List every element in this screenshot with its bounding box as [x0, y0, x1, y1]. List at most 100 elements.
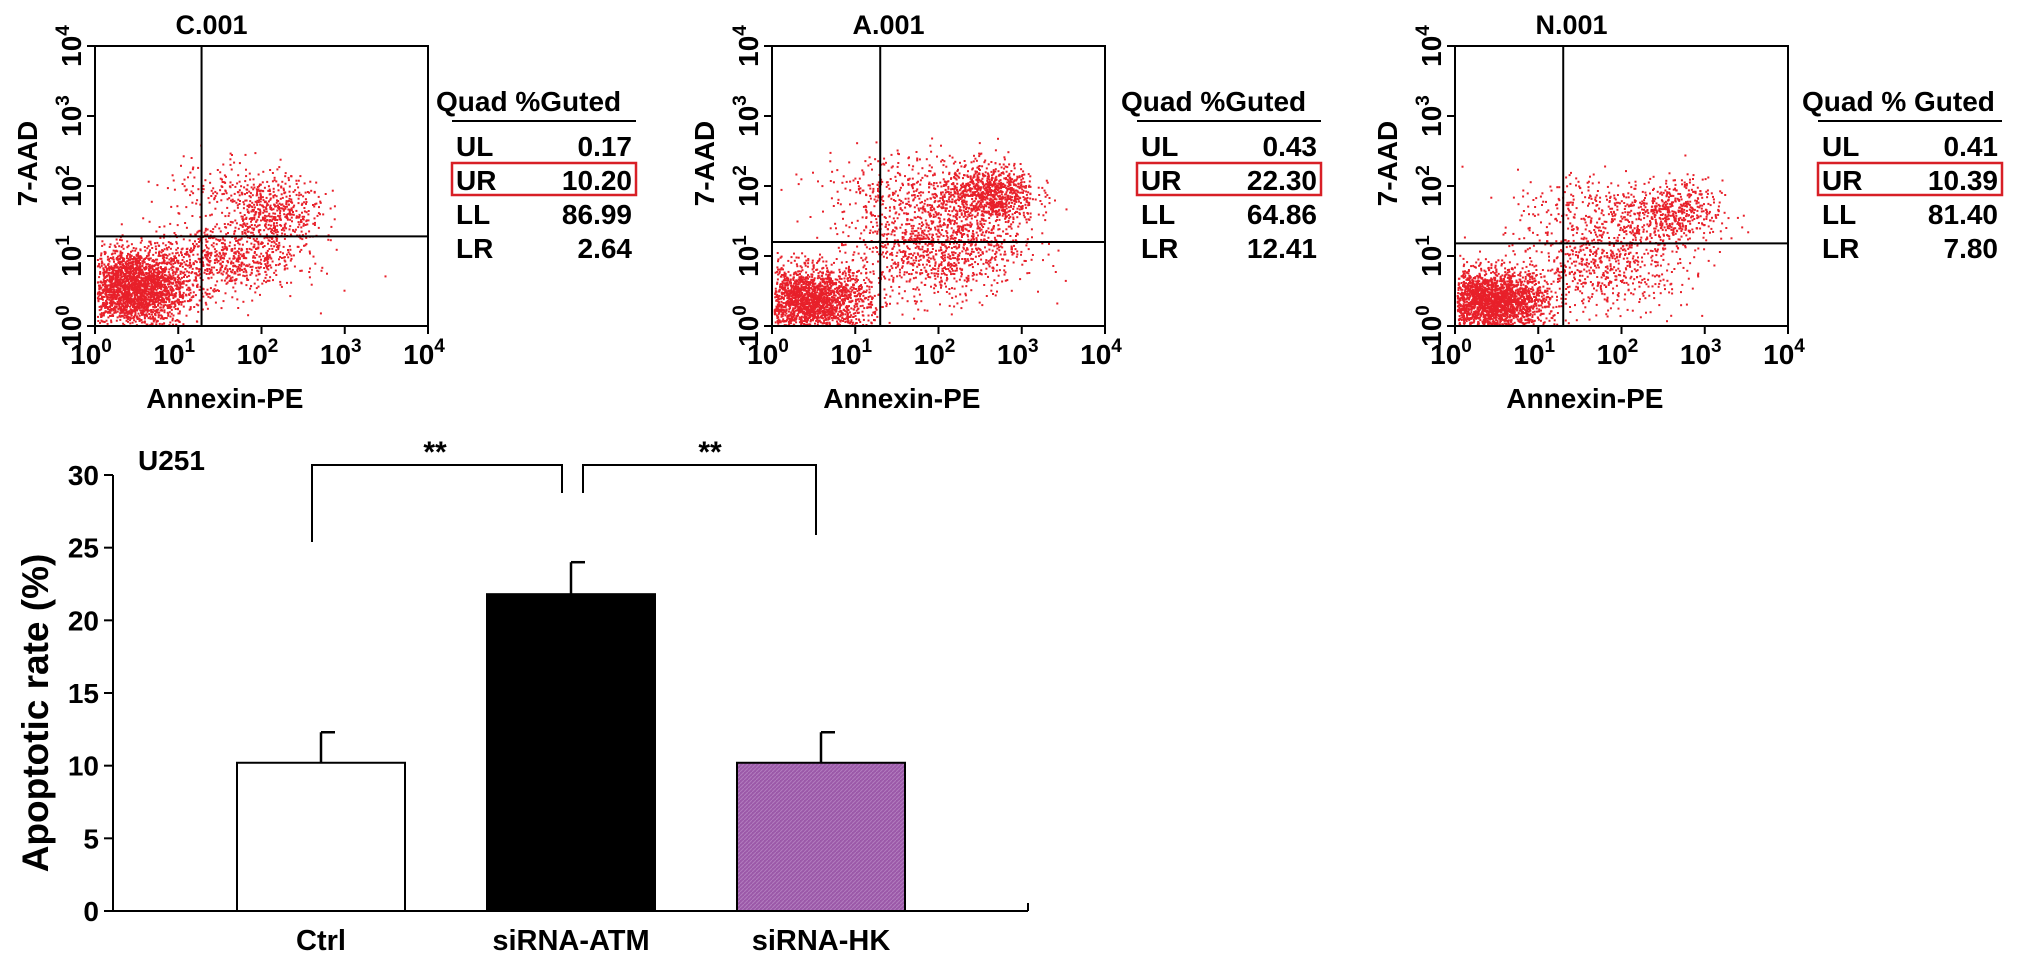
y-axis-label: 7-AAD — [12, 121, 43, 207]
flow-panel: N.001 100 101 102 103 104 100 101 102 103 104 Annex… — [1372, 10, 2004, 414]
category-label: siRNA-ATM — [492, 925, 649, 957]
gate-table-header: Quad % Guted — [1802, 86, 1995, 117]
gate-quad-label: LR — [456, 233, 493, 264]
x-tick-label: 104 — [1763, 336, 1805, 370]
y-tick-label: 5 — [83, 823, 99, 854]
gate-table: Quad %Guted UL 0.43 UR 22.30 LL 64.86 LR 12.41 — [1121, 86, 1323, 264]
panel-title: N.001 — [1536, 10, 1608, 40]
y-tick-label: 100 — [730, 305, 764, 347]
y-tick-label: 100 — [53, 305, 87, 347]
panel-title: A.001 — [853, 10, 925, 40]
gate-value: 10.20 — [562, 165, 632, 196]
gate-value: 10.39 — [1928, 165, 1998, 196]
x-tick-label: 102 — [1597, 336, 1639, 370]
bar-sirna-hk — [736, 761, 906, 913]
y-tick-label: 101 — [1413, 235, 1447, 277]
gate-value: 0.41 — [1944, 131, 1999, 162]
y-tick-label: 102 — [1413, 165, 1447, 207]
bar-ctrl — [236, 761, 406, 913]
y-axis-label: Apoptotic rate (%) — [15, 554, 56, 873]
category-label: Ctrl — [296, 925, 346, 957]
scatter-events — [96, 144, 387, 327]
gate-table: Quad %Guted UL 0.17 UR 10.20 LL 86.99 LR 2.64 — [436, 86, 638, 264]
x-axis-label: Annexin-PE — [1506, 383, 1663, 414]
gate-value: 0.17 — [578, 131, 633, 162]
significance-bracket — [582, 464, 817, 535]
gate-value: 0.43 — [1263, 131, 1318, 162]
gate-value: 81.40 — [1928, 199, 1998, 230]
flow-cytometry-panels: C.001 100 101 102 103 104 100 101 102 103 104 Annex… — [12, 10, 2004, 414]
gate-quad-label: UR — [1822, 165, 1862, 196]
gate-quad-label: UL — [456, 131, 493, 162]
y-axis-label: 7-AAD — [1372, 121, 1403, 207]
x-tick-label: 103 — [320, 336, 362, 370]
gate-quad-label: UR — [1141, 165, 1181, 196]
chart-title: U251 — [138, 445, 205, 476]
gate-quad-label: LL — [1822, 199, 1856, 230]
gate-table: Quad % Guted UL 0.41 UR 10.39 LL 81.40 LR 7.80 — [1802, 86, 2004, 264]
x-tick-label: 103 — [997, 336, 1039, 370]
gate-value: 86.99 — [562, 199, 632, 230]
gate-value: 7.80 — [1944, 233, 1999, 264]
y-tick-label: 10 — [68, 751, 99, 782]
y-axis-label: 7-AAD — [689, 121, 720, 207]
gate-value: 64.86 — [1247, 199, 1317, 230]
highlight-box — [1816, 161, 2004, 197]
gate-quad-label: UL — [1141, 131, 1178, 162]
x-tick-label: 101 — [153, 336, 195, 370]
gate-quad-label: UL — [1822, 131, 1859, 162]
y-tick-label: 102 — [53, 165, 87, 207]
y-tick-label: 101 — [730, 235, 764, 277]
y-tick-label: 20 — [68, 605, 99, 636]
y-tick-label: 101 — [53, 235, 87, 277]
y-tick-label: 0 — [83, 896, 99, 927]
highlight-box — [1135, 161, 1323, 197]
x-tick-label: 101 — [830, 336, 872, 370]
x-tick-label: 103 — [1680, 336, 1722, 370]
x-tick-label: 104 — [403, 336, 445, 370]
y-tick-label: 30 — [68, 460, 99, 491]
apoptosis-bar-chart: 0 5 10 15 20 25 30 Apoptotic rate (%) U251 Ctrl si… — [15, 436, 1029, 957]
scatter-events — [773, 137, 1068, 327]
x-tick-label: 102 — [914, 336, 956, 370]
gate-value: 22.30 — [1247, 165, 1317, 196]
significance-label: ** — [698, 436, 722, 469]
gate-table-header: Quad %Guted — [1121, 86, 1306, 117]
category-label: siRNA-HK — [752, 925, 891, 957]
x-axis-label: Annexin-PE — [146, 383, 303, 414]
panel-title: C.001 — [176, 10, 248, 40]
y-tick-label: 15 — [68, 678, 99, 709]
gate-quad-label: LR — [1822, 233, 1859, 264]
significance-bracket — [311, 464, 563, 542]
x-tick-label: 104 — [1080, 336, 1122, 370]
flow-panel: C.001 100 101 102 103 104 100 101 102 103 104 Annex… — [12, 10, 638, 414]
x-tick-label: 101 — [1513, 336, 1555, 370]
flow-panel: A.001 100 101 102 103 104 100 101 102 103 104 Annex… — [689, 10, 1323, 414]
y-tick-label: 102 — [730, 165, 764, 207]
gate-value: 12.41 — [1247, 233, 1317, 264]
y-tick-label: 103 — [53, 95, 87, 137]
gate-quad-label: UR — [456, 165, 496, 196]
x-axis-label: Annexin-PE — [823, 383, 980, 414]
gate-value: 2.64 — [578, 233, 633, 264]
gate-quad-label: LR — [1141, 233, 1178, 264]
x-tick-label: 100 — [747, 336, 789, 370]
y-tick-label: 103 — [730, 95, 764, 137]
significance-label: ** — [423, 436, 447, 469]
gate-table-header: Quad %Guted — [436, 86, 621, 117]
highlight-box — [450, 161, 638, 197]
y-tick-label: 104 — [1413, 25, 1447, 67]
y-tick-label: 104 — [730, 25, 764, 67]
bar-sirna-atm — [486, 593, 656, 912]
y-tick-label: 103 — [1413, 95, 1447, 137]
y-tick-label: 25 — [68, 533, 99, 564]
scatter-events — [1456, 154, 1750, 327]
x-tick-label: 100 — [70, 336, 112, 370]
x-tick-label: 102 — [237, 336, 279, 370]
gate-quad-label: LL — [456, 199, 490, 230]
y-tick-label: 104 — [53, 25, 87, 67]
gate-quad-label: LL — [1141, 199, 1175, 230]
y-tick-label: 100 — [1413, 305, 1447, 347]
x-tick-label: 100 — [1430, 336, 1472, 370]
